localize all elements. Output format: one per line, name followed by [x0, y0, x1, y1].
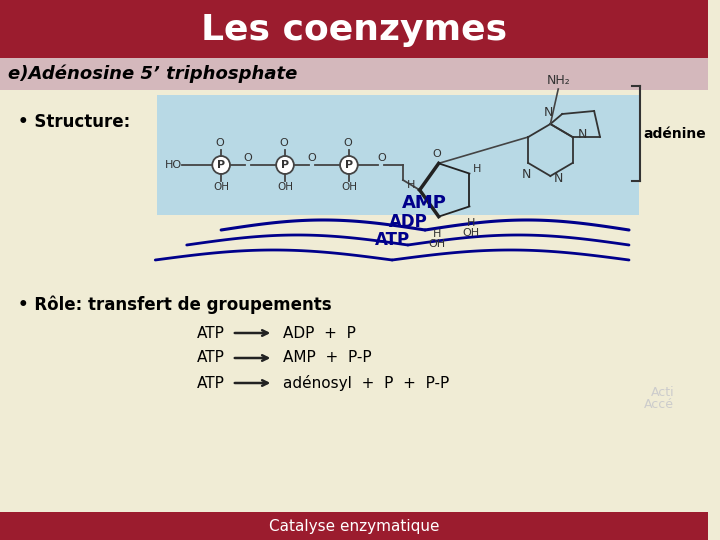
Text: Catalyse enzymatique: Catalyse enzymatique	[269, 518, 439, 534]
Text: adénosyl  +  P  +  P-P: adénosyl + P + P-P	[283, 375, 449, 391]
Text: O: O	[432, 150, 441, 159]
Text: e)Adénosine 5’ triphosphate: e)Adénosine 5’ triphosphate	[8, 65, 297, 83]
Bar	[0, 512, 708, 540]
Text: AMP: AMP	[402, 194, 447, 212]
Text: ADP  +  P: ADP + P	[283, 326, 356, 341]
Text: H: H	[467, 219, 476, 228]
Text: ATP: ATP	[374, 231, 410, 249]
Text: ATP: ATP	[197, 350, 225, 366]
Text: P: P	[217, 160, 225, 170]
Text: P: P	[345, 160, 353, 170]
Text: ADP: ADP	[389, 213, 427, 231]
Text: ATP: ATP	[197, 326, 225, 341]
Circle shape	[276, 156, 294, 174]
Text: N: N	[554, 172, 563, 185]
Text: Acti: Acti	[651, 386, 674, 399]
Text: H: H	[433, 228, 441, 239]
Text: H: H	[473, 164, 482, 173]
Text: HO: HO	[165, 160, 182, 170]
Text: ATP: ATP	[197, 375, 225, 390]
Text: N: N	[521, 168, 531, 181]
Text: OH: OH	[463, 228, 480, 239]
Text: AMP  +  P-P: AMP + P-P	[283, 350, 372, 366]
Text: adénine: adénine	[644, 126, 706, 140]
Text: O: O	[377, 153, 386, 163]
Text: O: O	[279, 138, 289, 148]
Bar	[0, 0, 708, 60]
Text: NH₂: NH₂	[546, 74, 570, 87]
Text: H: H	[408, 180, 415, 190]
Text: O: O	[243, 153, 252, 163]
Text: N: N	[544, 106, 553, 119]
Text: O: O	[343, 138, 352, 148]
Bar	[157, 95, 639, 215]
Text: N: N	[577, 127, 587, 140]
Text: Accé: Accé	[644, 397, 674, 410]
Text: OH: OH	[213, 182, 229, 192]
Bar	[0, 58, 708, 90]
Text: OH: OH	[341, 182, 357, 192]
Circle shape	[212, 156, 230, 174]
Text: O: O	[307, 153, 316, 163]
Bar	[0, 90, 708, 512]
Text: • Rôle: transfert de groupements: • Rôle: transfert de groupements	[18, 296, 331, 314]
Text: P: P	[281, 160, 289, 170]
Circle shape	[340, 156, 358, 174]
Text: O: O	[216, 138, 225, 148]
Text: OH: OH	[428, 239, 445, 248]
Text: • Structure:: • Structure:	[18, 113, 130, 131]
Text: Les coenzymes: Les coenzymes	[201, 13, 507, 47]
Text: OH: OH	[277, 182, 293, 192]
